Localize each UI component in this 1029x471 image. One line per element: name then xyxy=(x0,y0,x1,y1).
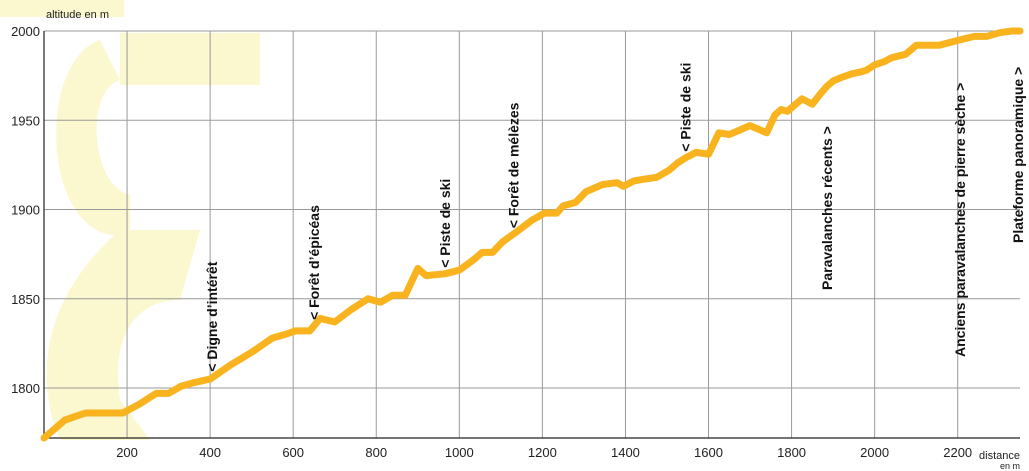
watermark-shape xyxy=(120,33,260,85)
watermark-shape xyxy=(56,40,130,235)
x-tick-label: 800 xyxy=(365,445,387,460)
x-tick-label: 1200 xyxy=(528,445,557,460)
x-tick-label: 1000 xyxy=(445,445,474,460)
annotation-layer: < Digne d’intérêt < Forêt d’épicéas < Pist… xyxy=(204,63,1026,372)
y-tick-label: 1800 xyxy=(11,381,40,396)
y-tick-label: 1850 xyxy=(11,292,40,307)
annotation-label: Anciens paravalanches de pierre sèche > xyxy=(952,83,968,357)
series-layer xyxy=(40,27,1024,442)
watermark-shape xyxy=(46,230,201,440)
axes xyxy=(43,31,1020,439)
y-tick-label: 2000 xyxy=(11,24,40,39)
y-tick-label: 1950 xyxy=(11,113,40,128)
x-tick-label: 1800 xyxy=(777,445,806,460)
x-tick-label: 1400 xyxy=(611,445,640,460)
watermark-logo xyxy=(0,0,260,440)
tick-labels: 200 400 600 800 1000 1200 1400 1600 1800 2000 2200… xyxy=(11,24,972,460)
altitude-line xyxy=(40,27,1024,442)
annotation-label: < Digne d’intérêt xyxy=(204,261,220,371)
annotation-label: Plateforme panoramique > xyxy=(1010,67,1026,243)
x-tick-label: 2000 xyxy=(860,445,889,460)
grid-lines xyxy=(44,30,1020,438)
annotation-label: < Piste de ski xyxy=(437,179,453,268)
annotation-label: < Forêt de mélèzes xyxy=(505,102,521,228)
x-tick-label: 400 xyxy=(199,445,221,460)
annotation-label: < Forêt d’épicéas xyxy=(306,205,322,320)
annotation-label: Paravalanches récents > xyxy=(819,126,835,290)
x-tick-label: 200 xyxy=(116,445,138,460)
watermark-shape xyxy=(0,0,124,17)
x-tick-label: 600 xyxy=(282,445,304,460)
y-tick-label: 1900 xyxy=(11,203,40,218)
y-axis-label: altitude en m xyxy=(46,9,109,21)
x-tick-label: 1600 xyxy=(694,445,723,460)
annotation-label: < Piste de ski xyxy=(678,63,694,152)
x-axis-label-line2: en m xyxy=(1000,461,1020,471)
x-axis-label-line1: distance xyxy=(979,450,1020,462)
x-tick-label: 2200 xyxy=(943,445,972,460)
